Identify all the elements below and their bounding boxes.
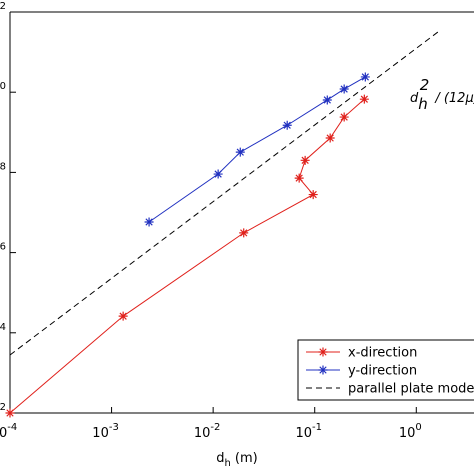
data-point: [322, 95, 332, 105]
data-point: [118, 311, 128, 321]
y-tick-label: 108: [0, 161, 6, 180]
y-tick-label: 102: [0, 402, 6, 421]
series-line: [148, 76, 366, 223]
x-tick-exponent: -3: [109, 422, 119, 433]
x-tick-exponent: 0: [415, 422, 421, 433]
data-point: [144, 217, 154, 227]
annotation-main: d: [410, 91, 419, 106]
annotation-rest: / (12μ): [434, 91, 474, 106]
x-tick-label: 10-3: [92, 422, 119, 441]
y-tick-exponent: 6: [0, 242, 6, 253]
x-tick-exponent: -2: [210, 422, 220, 433]
data-point: [325, 133, 335, 143]
annotation: dh2 / (12μ): [410, 76, 474, 113]
x-tick-base: 10: [194, 426, 211, 441]
data-point: [359, 94, 369, 104]
data-point: [339, 112, 349, 122]
x-tick-base: 10: [92, 426, 109, 441]
series-line: [9, 29, 441, 356]
x-axis-label: dh (m): [216, 451, 257, 469]
data-point: [360, 72, 370, 82]
legend-label: parallel plate model: [348, 382, 474, 397]
x-tick-exponent: -1: [312, 422, 322, 433]
y-tick-exponent: 8: [0, 161, 6, 172]
legend-marker: [318, 347, 328, 357]
data-point: [239, 228, 249, 238]
x-axis-label-rest: (m): [235, 451, 258, 466]
legend-label: y-direction: [348, 364, 417, 379]
x-tick-label: 10-1: [295, 422, 322, 441]
legend-marker: [318, 365, 328, 375]
y-tick-exponent: 10: [0, 81, 6, 92]
x-tick-base: 10: [399, 426, 416, 441]
y-tick-label: 104: [0, 322, 6, 341]
y-tick-label: 106: [0, 242, 6, 261]
x-tick-base: 10: [295, 426, 312, 441]
annotation-sup: 2: [420, 76, 430, 94]
x-tick-base: 10: [0, 426, 7, 441]
y-tick-exponent: 2: [0, 402, 6, 413]
data-point: [300, 155, 310, 165]
data-point: [235, 147, 245, 157]
x-axis-label-sub: h: [225, 458, 231, 469]
y-tick-label: 1012: [0, 1, 6, 20]
data-point: [308, 190, 318, 200]
x-tick-label: 10-4: [0, 422, 17, 441]
x-tick-exponent: -4: [7, 422, 17, 433]
y-tick-exponent: 4: [0, 322, 6, 333]
x-tick-label: 10-2: [194, 422, 221, 441]
data-point: [213, 169, 223, 179]
annotation-sub: h: [418, 95, 428, 113]
legend-label: x-direction: [348, 346, 417, 361]
data-point: [339, 84, 349, 94]
x-axis-label-main: d: [216, 451, 224, 466]
data-point: [282, 120, 292, 130]
y-tick-label: 1010: [0, 81, 6, 100]
data-point: [294, 173, 304, 183]
y-tick-exponent: 12: [0, 1, 6, 12]
x-tick-label: 100: [399, 422, 422, 441]
data-point: [5, 408, 15, 418]
